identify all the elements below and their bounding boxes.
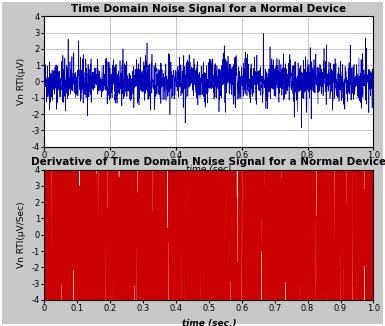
Title: Derivative of Time Domain Noise Signal for a Normal Device: Derivative of Time Domain Noise Signal f… <box>31 157 385 167</box>
X-axis label: time (sec.): time (sec.) <box>182 319 236 326</box>
Y-axis label: Vn RTI(μV): Vn RTI(μV) <box>17 58 26 105</box>
Title: Time Domain Noise Signal for a Normal Device: Time Domain Noise Signal for a Normal De… <box>71 4 346 14</box>
Y-axis label: Vn RTI(μV/Sec): Vn RTI(μV/Sec) <box>17 201 26 268</box>
X-axis label: time (sec): time (sec) <box>186 165 231 174</box>
